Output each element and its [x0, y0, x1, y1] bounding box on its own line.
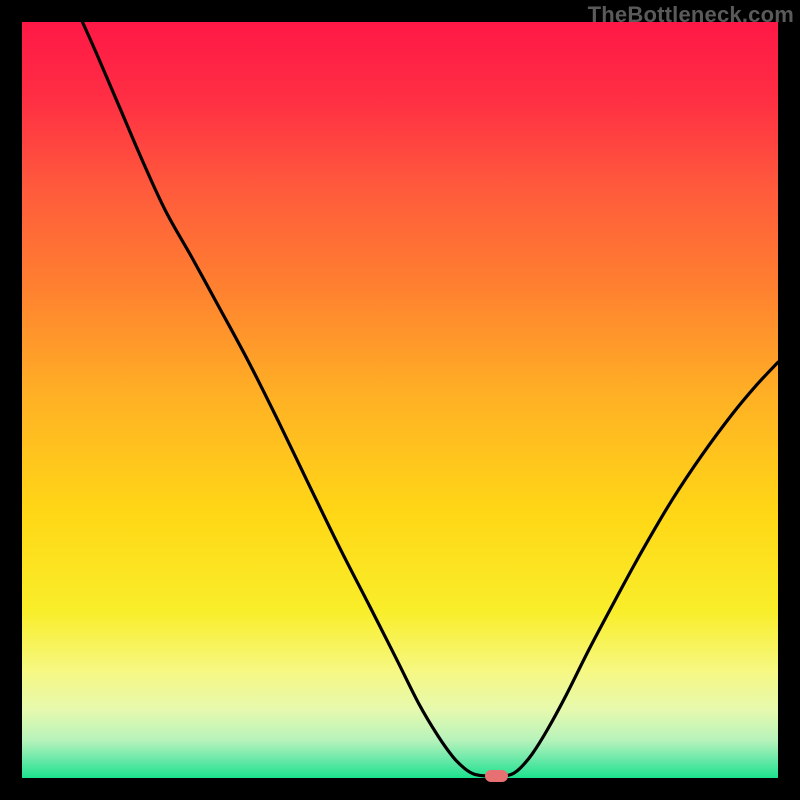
bottleneck-marker [485, 770, 508, 782]
chart-frame: TheBottleneck.com [0, 0, 800, 800]
plot-area [22, 22, 778, 778]
bottleneck-curve-path [82, 22, 778, 776]
curve-layer [22, 22, 778, 778]
